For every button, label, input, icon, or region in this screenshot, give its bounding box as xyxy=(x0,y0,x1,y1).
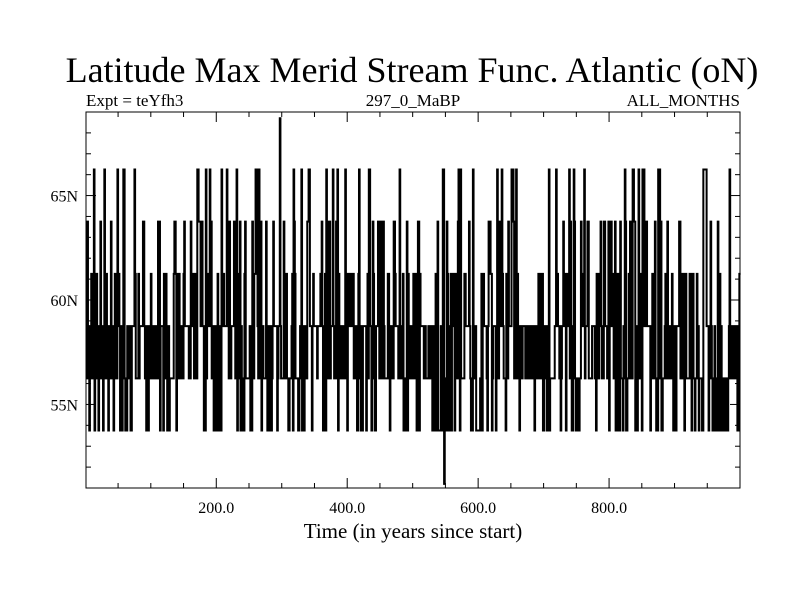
x-tick-label: 400.0 xyxy=(329,500,365,517)
y-tick-label: 60N xyxy=(50,293,78,310)
subtitle-center: 297_0_MaBP xyxy=(366,91,460,110)
subtitle-left: Expt = teYfh3 xyxy=(86,91,183,110)
y-tick-label: 65N xyxy=(50,189,78,206)
subtitle-right: ALL_MONTHS xyxy=(627,91,740,110)
series-group xyxy=(85,117,741,485)
y-axis: 55N 60N 65N xyxy=(50,189,740,414)
chart-title: Latitude Max Merid Stream Func. Atlantic… xyxy=(66,50,759,90)
x-tick-label: 200.0 xyxy=(198,500,234,517)
x-axis: 200.0 400.0 600.0 800.0 xyxy=(198,112,627,517)
x-tick-label: 800.0 xyxy=(591,500,627,517)
y-tick-label: 55N xyxy=(50,397,78,414)
series-line xyxy=(85,117,741,485)
x-tick-label: 600.0 xyxy=(460,500,496,517)
x-axis-label: Time (in years since start) xyxy=(304,519,523,543)
